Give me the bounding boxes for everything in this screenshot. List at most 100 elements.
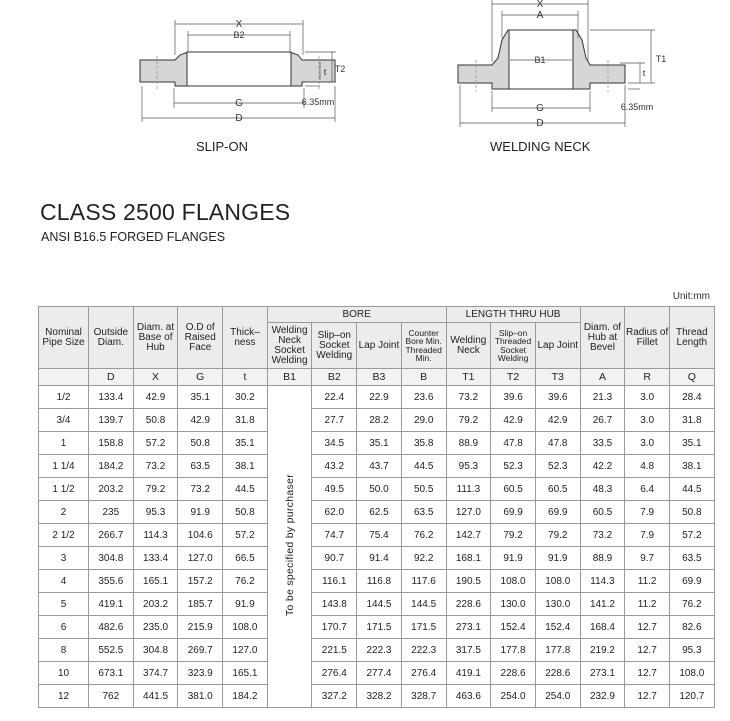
table-cell: 203.2: [132, 592, 179, 616]
header-cell: Diam. at Base of Hub: [132, 306, 179, 369]
table-cell: 482.6: [88, 615, 134, 639]
table-cell: 69.9: [490, 500, 536, 524]
table-row: 2 1/2 266.7 114.3 104.6 57.2 74.7 75.4 76.2 142.…: [38, 523, 715, 547]
symbol-cell: A: [579, 368, 626, 386]
table-cell: 60.5: [490, 477, 536, 501]
dim-a-label: A: [537, 10, 544, 21]
table-cell: 327.2: [311, 684, 358, 708]
table-cell: 91.9: [490, 546, 536, 570]
pipe-size-cell: 1 1/4: [38, 454, 89, 478]
pipe-size-cell: 4: [38, 569, 89, 593]
table-cell: 114.3: [132, 523, 179, 547]
table-cell: 127.0: [445, 500, 492, 524]
table-cell: 165.1: [132, 569, 179, 593]
table-cell: 190.5: [445, 569, 492, 593]
table-cell: 43.7: [356, 454, 402, 478]
table-cell: 73.2: [579, 523, 626, 547]
b1-note: To be specified by purchaser: [283, 473, 296, 617]
table-cell: 3.0: [624, 431, 670, 455]
table-cell: 42.2: [579, 454, 626, 478]
table-cell: 95.3: [668, 638, 715, 662]
table-cell: 277.4: [356, 661, 402, 685]
b1-note-cell: To be specified by purchaser: [266, 385, 313, 708]
table-cell: 43.2: [311, 454, 358, 478]
table-cell: 463.6: [445, 684, 492, 708]
table-row: 3 304.8 133.4 127.0 66.5 90.7 91.4 92.2 168.1 91.…: [38, 546, 715, 570]
table-cell: 235: [88, 500, 134, 524]
header-cell: Radius of Fillet: [624, 306, 670, 369]
table-cell: 57.2: [222, 523, 268, 547]
unit-label: Unit:mm: [672, 291, 710, 302]
table-cell: 27.7: [311, 408, 358, 432]
symbol-cell: t: [222, 368, 268, 386]
table-cell: 11.2: [624, 569, 670, 593]
pipe-size-cell: 10: [38, 661, 89, 685]
header-cell: Thick–ness: [222, 306, 268, 369]
table-cell: 221.5: [311, 638, 358, 662]
table-cell: 171.5: [400, 615, 447, 639]
table-cell: 673.1: [88, 661, 134, 685]
table-cell: 22.4: [311, 385, 358, 409]
table-cell: 52.3: [490, 454, 536, 478]
table-cell: 91.9: [177, 500, 224, 524]
table-cell: 111.3: [445, 477, 492, 501]
table-cell: 57.2: [132, 431, 179, 455]
table-cell: 355.6: [88, 569, 134, 593]
table-row: 1 1/2 203.2 79.2 73.2 44.5 49.5 50.0 50.5 111.3 6…: [38, 477, 715, 501]
header-cell: Lap Joint: [356, 322, 402, 369]
table-cell: 69.9: [668, 569, 715, 593]
table-cell: 34.5: [311, 431, 358, 455]
table-cell: 133.4: [132, 546, 179, 570]
table-cell: 30.2: [222, 385, 268, 409]
symbol-cell: B2: [311, 368, 358, 386]
pipe-size-cell: 8: [38, 638, 89, 662]
table-cell: 91.9: [222, 592, 268, 616]
table-cell: 22.9: [356, 385, 402, 409]
table-cell: 12.7: [624, 661, 670, 685]
table-cell: 203.2: [88, 477, 134, 501]
table-cell: 381.0: [177, 684, 224, 708]
table-cell: 232.9: [579, 684, 626, 708]
table-cell: 116.1: [311, 569, 358, 593]
symbol-cell: B3: [356, 368, 402, 386]
symbol-cell: Q: [668, 368, 715, 386]
table-cell: 116.8: [356, 569, 402, 593]
table-row: 2 235 95.3 91.9 50.8 62.0 62.5 63.5 127.0 69.9 69.…: [38, 500, 715, 524]
table-cell: 323.9: [177, 661, 224, 685]
table-cell: 21.3: [579, 385, 626, 409]
pipe-size-cell: 1/2: [38, 385, 89, 409]
header-cell: Outside Diam.: [88, 306, 134, 369]
pipe-size-cell: 1 1/2: [38, 477, 89, 501]
table-row: 1 158.8 57.2 50.8 35.1 34.5 35.1 35.8 88.9 47.8 47…: [38, 431, 715, 455]
table-cell: 328.2: [356, 684, 402, 708]
table-cell: 168.1: [445, 546, 492, 570]
table-cell: 158.8: [88, 431, 134, 455]
table-cell: 35.1: [668, 431, 715, 455]
table-cell: 74.7: [311, 523, 358, 547]
header-cell: Diam. of Hub at Bevel: [579, 306, 626, 369]
table-cell: 108.0: [668, 661, 715, 685]
table-cell: 228.6: [445, 592, 492, 616]
dim-raised-face-label: 6.35mm: [302, 97, 335, 107]
table-cell: 69.9: [534, 500, 581, 524]
symbol-cell: T3: [534, 368, 581, 386]
table-cell: 143.8: [311, 592, 358, 616]
table-cell: 73.2: [177, 477, 224, 501]
table-cell: 108.0: [222, 615, 268, 639]
table-cell: 304.8: [88, 546, 134, 570]
table-cell: 88.9: [579, 546, 626, 570]
table-cell: 108.0: [490, 569, 536, 593]
table-cell: 33.5: [579, 431, 626, 455]
dim-t-label: t: [643, 68, 646, 78]
table-cell: 48.3: [579, 477, 626, 501]
table-cell: 28.2: [356, 408, 402, 432]
table-cell: 254.0: [534, 684, 581, 708]
symbol-cell: X: [132, 368, 179, 386]
table-row: 6 482.6 235.0 215.9 108.0 170.7 171.5 171.5 273.…: [38, 615, 715, 639]
header-cell: Welding Neck: [445, 322, 492, 369]
table-cell: 47.8: [490, 431, 536, 455]
page-subtitle: ANSI B16.5 FORGED FLANGES: [41, 230, 226, 244]
table-cell: 152.4: [534, 615, 581, 639]
pipe-size-cell: 2 1/2: [38, 523, 89, 547]
